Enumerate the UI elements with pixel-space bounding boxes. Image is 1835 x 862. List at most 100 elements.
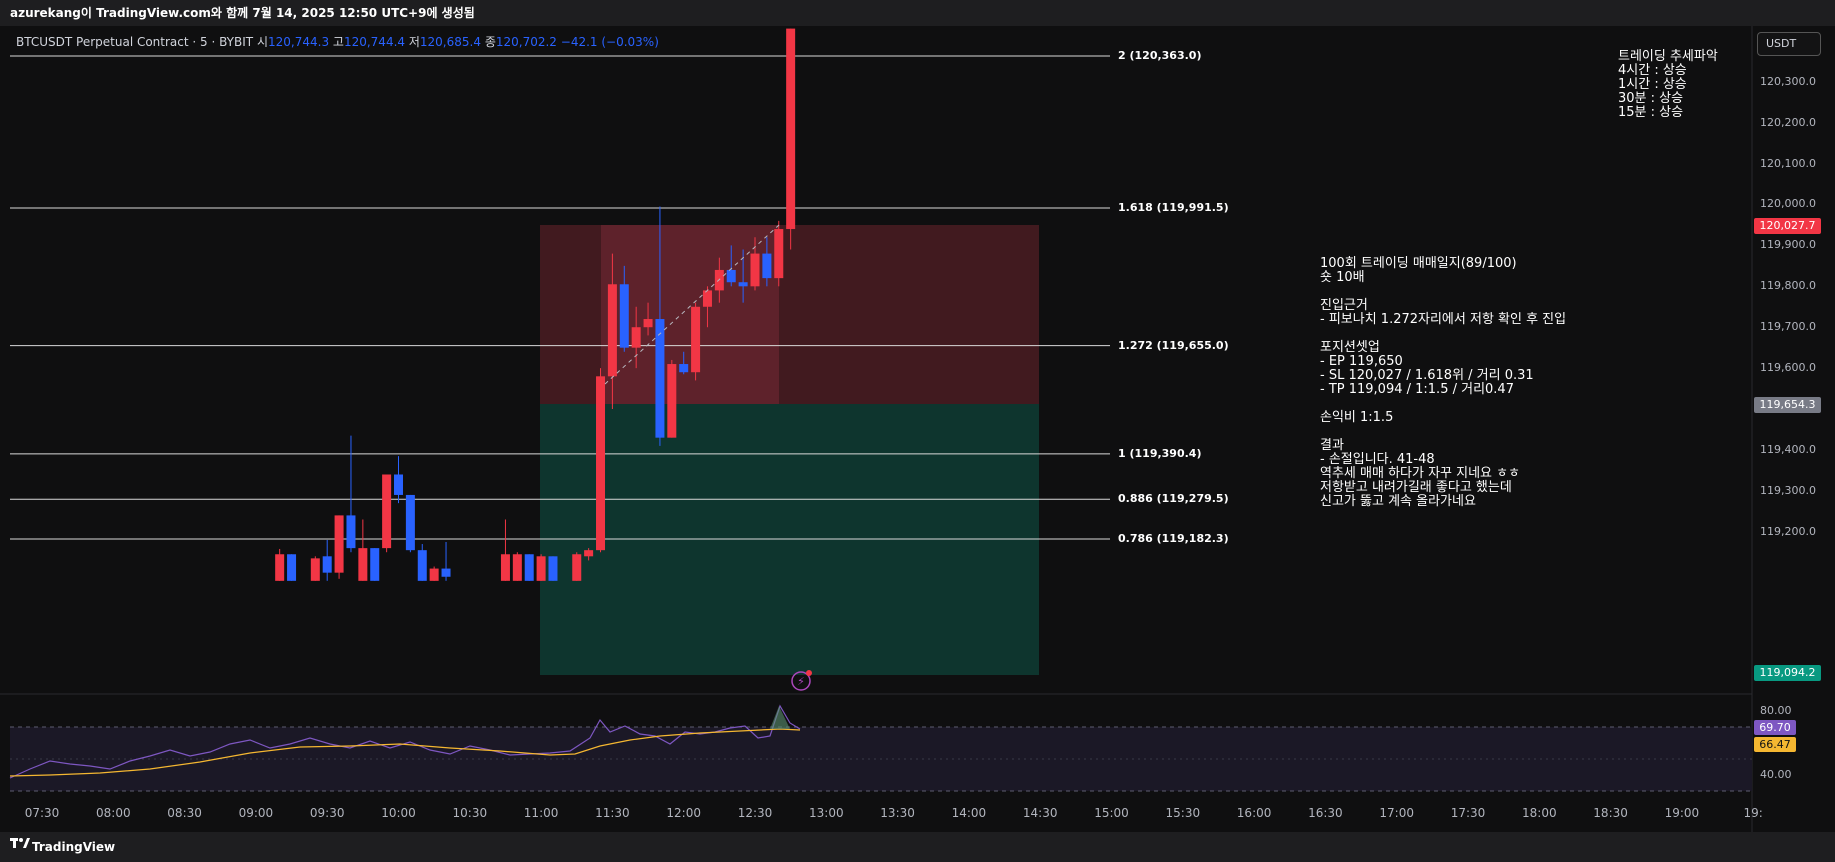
open-value: 120,744.3	[268, 35, 330, 49]
candle-body	[500, 554, 510, 581]
price-axis-label: 119,400.0	[1760, 442, 1816, 456]
time-axis-label: 18:00	[1522, 806, 1557, 820]
candle-body	[750, 253, 760, 287]
price-axis-label: 119,700.0	[1760, 320, 1816, 334]
candle-body	[429, 568, 439, 581]
candle-body	[441, 568, 451, 577]
time-axis-label: 18:30	[1593, 806, 1628, 820]
candle-body	[334, 515, 344, 573]
close-value: 120,702.2	[495, 35, 557, 49]
candle-body	[524, 554, 534, 581]
time-axis-label: 16:30	[1308, 806, 1343, 820]
fib-level-label: 1.272 (119,655.0)	[1118, 338, 1229, 352]
target-price-tag: 119,094.2	[1754, 665, 1821, 681]
price-axis-label: 120,000.0	[1760, 197, 1816, 211]
candle-body	[536, 556, 546, 581]
time-axis-label: 08:30	[167, 806, 202, 820]
candle-body	[512, 554, 522, 581]
price-axis-label: 120,200.0	[1760, 115, 1816, 129]
price-axis-label: 120,100.0	[1760, 156, 1816, 170]
entry-price-tag: 119,654.3	[1754, 397, 1821, 413]
open-label: 시	[256, 35, 268, 49]
candle-body	[726, 269, 736, 283]
time-axis-label: 19:00	[1664, 806, 1700, 820]
stop-price-tag: 120,027.7	[1754, 218, 1821, 234]
chart-canvas[interactable]: ⚡	[0, 26, 1835, 832]
tradingview-brand: TradingView	[32, 840, 116, 854]
time-axis-label: 13:00	[809, 806, 844, 820]
candle-body	[548, 556, 558, 581]
candle-body	[691, 306, 701, 373]
price-axis-label: 120,300.0	[1760, 74, 1816, 88]
low-label: 저	[408, 35, 420, 49]
tradingview-logo-icon	[10, 838, 30, 848]
candle-body	[322, 556, 332, 573]
rsi-axis-label-80: 80.00	[1760, 704, 1792, 717]
snapshot-title: azurekang이 TradingView.com와 함께 7월 14, 20…	[0, 0, 1835, 26]
currency-button[interactable]: USDT	[1757, 32, 1821, 56]
candle-body	[417, 550, 427, 581]
rsi-ma-line	[9, 728, 801, 777]
lightning-icon: ⚡	[797, 675, 805, 688]
candle-body	[287, 554, 297, 581]
stop-loss-zone-inner	[601, 225, 779, 404]
trend-note[interactable]: 트레이딩 추세파악 4시간 : 상승 1시간 : 상승 30분 : 상승 15분…	[1618, 49, 1718, 120]
candle-body	[619, 284, 629, 348]
event-dot-icon	[806, 670, 812, 676]
time-axis-label: 12:30	[737, 806, 773, 820]
time-axis-label: 07:30	[24, 806, 60, 820]
candle-body	[786, 28, 796, 230]
low-value: 120,685.4	[419, 35, 481, 49]
candle-body	[643, 319, 653, 328]
candle-body	[346, 515, 356, 549]
time-axis-label: 12:00	[666, 806, 701, 820]
candle-body	[596, 376, 606, 551]
high-label: 고	[332, 35, 344, 49]
time-axis-label: 15:00	[1094, 806, 1129, 820]
candle-body	[370, 548, 380, 581]
rsi-value-tag: 69.70	[1754, 720, 1796, 735]
trade-journal-note[interactable]: 100회 트레이딩 매매일지(89/100) 숏 10배 진입근거 - 피보나치…	[1320, 256, 1567, 509]
symbol-name[interactable]: BTCUSDT Perpetual Contract · 5 · BYBIT	[16, 35, 254, 49]
time-axis-label: 11:00	[523, 806, 559, 820]
candle-body	[572, 554, 582, 581]
candle-body	[382, 474, 392, 549]
time-axis-label: 11:30	[595, 806, 630, 820]
time-axis-label: 09:00	[238, 806, 274, 820]
fib-level-label: 1.618 (119,991.5)	[1118, 200, 1229, 214]
time-axis-label: 13:30	[880, 806, 915, 820]
candle-body	[631, 327, 641, 348]
time-axis-label: 17:00	[1379, 806, 1414, 820]
fib-level-label: 0.786 (119,182.3)	[1118, 532, 1229, 545]
candle-body	[667, 364, 677, 438]
rsi-overbought-fill	[770, 706, 790, 729]
high-value: 120,744.4	[343, 35, 406, 49]
time-axis-label: 19:	[1743, 806, 1763, 820]
candle-body	[679, 364, 689, 373]
fib-level-label: 1 (119,390.4)	[1118, 446, 1202, 460]
rsi-axis-label-40: 40.00	[1760, 768, 1792, 781]
price-axis-label: 119,300.0	[1760, 483, 1816, 497]
candle-body	[310, 558, 320, 581]
footer: TradingView	[0, 832, 1835, 862]
time-axis-label: 14:00	[951, 806, 987, 820]
price-axis-label: 119,600.0	[1760, 361, 1816, 375]
candle-body	[405, 494, 415, 551]
fibonacci-extension[interactable]	[10, 55, 1110, 540]
candle-body	[738, 282, 748, 287]
symbol-ohlc-legend[interactable]: BTCUSDT Perpetual Contract · 5 · BYBIT 시…	[16, 33, 659, 50]
rsi-ma-value-tag: 66.47	[1754, 737, 1796, 752]
candle-body	[275, 554, 285, 581]
change-value: −42.1 (−0.03%)	[560, 35, 659, 49]
candles-group	[275, 28, 796, 581]
candle-body	[655, 319, 665, 438]
time-axis-label: 08:00	[96, 806, 131, 820]
alert-event-icon[interactable]	[791, 671, 811, 691]
time-axis-label: 10:30	[452, 806, 488, 820]
candle-body	[762, 253, 772, 279]
time-axis-label: 17:30	[1450, 806, 1486, 820]
candle-body	[774, 229, 784, 279]
time-axis-label: 10:00	[381, 806, 416, 820]
price-axis-label: 119,800.0	[1760, 279, 1816, 293]
candle-body	[394, 474, 403, 495]
